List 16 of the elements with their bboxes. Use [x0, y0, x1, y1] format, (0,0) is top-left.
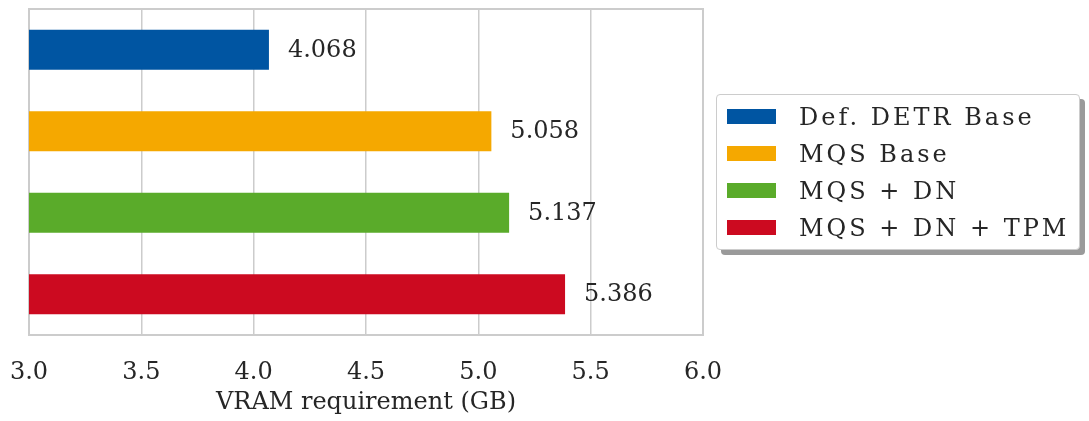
x-tick-label: 5.0: [459, 356, 498, 385]
data-label: 4.068: [287, 34, 357, 63]
x-tick-label: 3.0: [9, 356, 49, 385]
data-label: 5.137: [528, 197, 597, 226]
legend-label: MQS + DN: [799, 176, 960, 205]
data-label: 5.386: [584, 279, 653, 308]
x-tick-label: 5.5: [571, 356, 610, 385]
x-tick-label: 3.5: [122, 356, 161, 385]
legend-label: MQS Base: [799, 139, 950, 168]
x-tick-label: 6.0: [683, 356, 723, 385]
legend-label: MQS + DN + TPM: [799, 213, 1070, 242]
x-tick-label: 4.0: [234, 356, 273, 385]
x-axis-title: VRAM requirement (GB): [214, 387, 517, 416]
x-tick-label: 4.5: [346, 356, 386, 385]
legend-label: Def. DETR Base: [799, 102, 1035, 131]
data-label: 5.058: [510, 116, 580, 145]
